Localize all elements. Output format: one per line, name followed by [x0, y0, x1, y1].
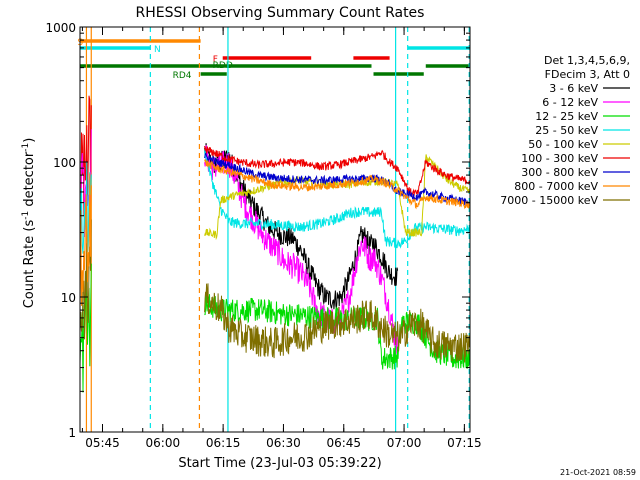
series-25-50-kev	[204, 148, 470, 249]
flag-label-f: F	[213, 55, 218, 65]
plot-frame	[79, 26, 471, 433]
flag-label-n: N	[154, 45, 161, 55]
x-axis-label: Start Time (23-Jul-03 05:39:22)	[178, 456, 381, 471]
footer-date: 21-Oct-2021 08:59	[560, 468, 636, 477]
series-300-800-kev	[204, 152, 470, 207]
series-800-7000-kev	[204, 159, 470, 210]
y-axis-label: Count Rate (s-1 detector-1)	[21, 138, 37, 309]
legend-header: FDecim 3, Att 0	[545, 68, 630, 81]
x-tick-label: 05:45	[85, 436, 120, 450]
flag-label-rd4: RD4	[173, 71, 192, 81]
chart-title: RHESSI Observing Summary Count Rates	[136, 5, 425, 21]
legend-entry-label: 800 - 7000 keV	[514, 180, 598, 193]
legend-header: Det 1,3,4,5,6,9,	[544, 54, 630, 67]
legend-entry-label: 50 - 100 keV	[528, 138, 598, 151]
legend-entry-label: 25 - 50 keV	[535, 124, 598, 137]
y-tick-label: 10	[61, 291, 76, 305]
axes: 1 10 100 1000 05:45 06:00 06:15 06:30 06:45 07:00…	[45, 21, 481, 450]
legend-entry-label: 3 - 6 keV	[549, 82, 598, 95]
x-tick-label: 07:00	[387, 436, 422, 450]
flag-label-rdd: RDD	[213, 61, 233, 71]
legend: Det 1,3,4,5,6,9,FDecim 3, Att 03 - 6 keV…	[500, 54, 630, 207]
series-100-300-kev	[204, 145, 470, 197]
y-tick-label: 100	[53, 156, 76, 170]
data-series	[79, 95, 470, 393]
x-tick-label: 07:15	[447, 436, 482, 450]
legend-entry-label: 7000 - 15000 keV	[500, 194, 598, 207]
legend-entry-label: 300 - 800 keV	[521, 166, 598, 179]
series-12-25-kev	[204, 294, 470, 370]
series-7000-15000-kev	[204, 283, 470, 363]
legend-entry-label: 100 - 300 keV	[521, 152, 598, 165]
legend-entry-label: 12 - 25 keV	[535, 110, 598, 123]
legend-entry-label: 6 - 12 keV	[542, 96, 598, 109]
series-6-12-kev	[204, 144, 399, 357]
early-spike-trace	[79, 173, 92, 309]
y-tick-label: 1000	[45, 21, 76, 35]
x-tick-label: 06:15	[206, 436, 241, 450]
x-tick-label: 06:30	[266, 436, 301, 450]
x-tick-label: 06:00	[146, 436, 181, 450]
y-tick-label: 1	[68, 426, 76, 440]
x-tick-label: 06:45	[326, 436, 361, 450]
